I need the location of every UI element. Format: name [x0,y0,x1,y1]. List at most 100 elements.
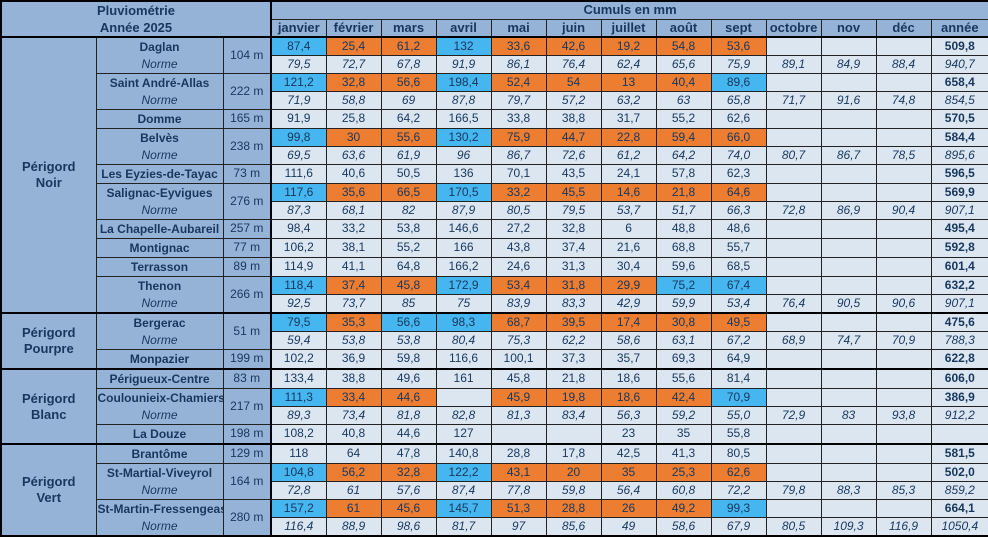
value-cell: 24,1 [600,164,657,184]
table-title-line2: Année 2025 [99,20,173,35]
altitude-cell: 165 m [222,109,273,129]
month-header-9: sept [710,18,767,38]
norme-annee-cell: 912,2 [930,406,988,425]
value-cell: 41,3 [655,443,712,464]
norme-label: Norme [141,519,178,533]
norme-value-cell: 79,7 [490,91,547,110]
norme-annee-cell: 854,5 [930,91,988,110]
station-cell: Brantôme [95,443,224,464]
value-cell [875,183,932,202]
norme-value-cell: 81,3 [490,406,547,425]
value-cell: 118,4 [270,275,327,296]
norme-value-cell: 90,5 [820,294,877,314]
value-cell: 53,4 [490,275,547,296]
value-cell: 59,4 [655,128,712,147]
norme-value-cell: 61 [325,481,382,500]
value-cell: 64,8 [380,257,437,277]
value-cell: 66,0 [710,128,767,147]
region-label-line: Vert [36,490,62,505]
norme-value-cell: 58,8 [325,91,382,110]
value-cell: 198,4 [435,73,492,92]
norme-value-cell: 51,7 [655,201,712,220]
value-cell [820,498,877,519]
station-cell: Salignac-Eyvigues Norme [95,183,224,220]
value-cell [820,388,877,407]
region-label: Périgord Vert [0,443,97,537]
value-cell: 64 [325,443,382,464]
value-cell: 33,6 [490,35,547,56]
value-cell: 37,4 [325,275,382,296]
value-cell [765,219,822,239]
norme-value-cell: 85,6 [545,517,602,537]
value-cell: 13 [600,73,657,92]
norme-label: Norme [141,148,178,162]
value-cell: 42,5 [600,443,657,464]
norme-value-cell: 74,8 [875,91,932,110]
norme-value-cell: 74,0 [710,146,767,165]
value-cell: 42,6 [545,35,602,56]
value-cell: 50,5 [380,164,437,184]
month-header-2: février [325,18,382,38]
value-cell: 53,8 [380,219,437,239]
value-cell: 56,6 [380,73,437,92]
norme-value-cell: 59,8 [545,481,602,500]
value-cell: 157,2 [270,498,327,519]
value-cell: 70,9 [710,388,767,407]
value-cell [820,424,877,445]
value-cell: 102,2 [270,349,327,370]
norme-value-cell: 66,3 [710,201,767,220]
value-cell [765,257,822,277]
value-cell: 35,6 [325,183,382,202]
norme-value-cell: 87,8 [435,91,492,110]
norme-value-cell: 80,5 [765,517,822,537]
value-cell [820,349,877,370]
value-cell: 31,3 [545,257,602,277]
value-cell: 45,8 [380,275,437,296]
value-cell: 172,9 [435,275,492,296]
value-cell: 99,3 [710,498,767,519]
value-cell: 81,4 [710,368,767,389]
station-row: Périgord Blanc Périgueux-Centre 83 m 133,4 38… [0,368,988,445]
norme-value-cell: 65,6 [655,54,712,75]
value-cell: 55,2 [655,109,712,129]
norme-value-cell: 69 [380,91,437,110]
norme-value-cell: 79,5 [270,54,327,75]
norme-value-cell: 81,7 [435,517,492,537]
value-cell: 21,8 [545,368,602,389]
value-cell: 43,8 [490,238,547,258]
value-cell: 55,7 [710,238,767,258]
value-cell [875,109,932,129]
station-name: Saint André-Allas [109,76,210,90]
norme-row: 87,3 68,1 82 87,9 80,5 79,5 53,7 51,7 66,3 72,8 86… [1,201,988,220]
value-cell: 62,6 [710,109,767,129]
value-cell: 57,8 [655,164,712,184]
value-cell: 67,4 [710,275,767,296]
norme-value-cell: 87,3 [270,201,327,220]
norme-value-cell: 82,8 [435,406,492,425]
station-row: Périgord Vert Brantôme 129 m 118 64 47,8 140,8 2… [0,443,988,537]
norme-value-cell: 86,7 [490,146,547,165]
value-cell: 48,8 [655,219,712,239]
region-label-line: Périgord [22,159,76,174]
value-cell: 117,6 [270,183,327,202]
value-cell: 68,5 [710,257,767,277]
norme-value-cell: 68,9 [765,330,822,351]
norme-value-cell: 83,3 [545,294,602,314]
region-label-line: Blanc [31,406,67,422]
value-cell: 64,6 [710,183,767,202]
value-cell: 54 [545,73,602,92]
station-row: Terrasson 89 m 114,9 41,1 64,8 166,2 24,6 31,3 3… [1,257,988,277]
value-cell: 116,6 [435,349,492,370]
station-cell: Montignac [95,238,224,258]
value-cell: 121,2 [270,73,327,92]
value-cell [435,388,492,407]
annee-total-cell: 509,8 [930,35,988,56]
value-cell: 98,3 [435,311,492,332]
norme-value-cell: 91,9 [435,54,492,75]
value-cell [765,275,822,296]
station-cell: Les Eyzies-de-Tayac [95,164,224,184]
norme-value-cell: 62,2 [545,330,602,351]
norme-value-cell: 72,7 [325,54,382,75]
norme-row: 79,5 72,7 67,8 91,9 86,1 76,4 62,4 65,6 75,9 89,1… [1,54,988,75]
station-cell: Daglan Norme [95,36,224,74]
